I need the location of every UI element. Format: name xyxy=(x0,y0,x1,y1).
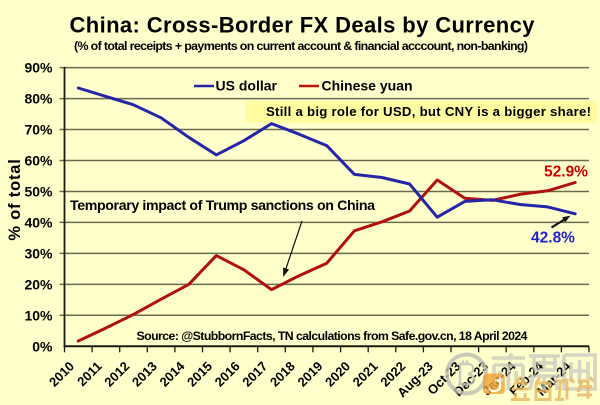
svg-text:50%: 50% xyxy=(24,184,53,200)
svg-text:0%: 0% xyxy=(32,338,53,354)
svg-text:80%: 80% xyxy=(24,91,53,107)
svg-text:20%: 20% xyxy=(24,276,53,292)
svg-text:90%: 90% xyxy=(24,60,53,76)
svg-text:Temporary impact of Trump sanc: Temporary impact of Trump sanctions on C… xyxy=(70,198,375,214)
svg-text:Still a big role for USD, but: Still a big role for USD, but CNY is a b… xyxy=(266,104,591,119)
svg-text:30%: 30% xyxy=(24,245,53,261)
svg-text:70%: 70% xyxy=(24,122,53,138)
svg-text:42.8%: 42.8% xyxy=(531,230,575,247)
svg-text:52.9%: 52.9% xyxy=(544,164,588,181)
svg-text:% of total: % of total xyxy=(6,158,24,240)
svg-text:Source: @StubbornFacts, TN cal: Source: @StubbornFacts, TN calculations … xyxy=(137,329,528,343)
svg-text:10%: 10% xyxy=(24,307,53,323)
svg-text:60%: 60% xyxy=(24,153,53,169)
svg-text:China: Cross-Border FX Deals b: China: Cross-Border FX Deals by Currency xyxy=(70,13,536,38)
svg-text:(% of total receipts + payment: (% of total receipts + payments on curre… xyxy=(74,39,528,53)
svg-text:40%: 40% xyxy=(24,214,53,230)
svg-text:US dollar: US dollar xyxy=(216,78,278,94)
svg-text:Chinese yuan: Chinese yuan xyxy=(322,78,413,94)
